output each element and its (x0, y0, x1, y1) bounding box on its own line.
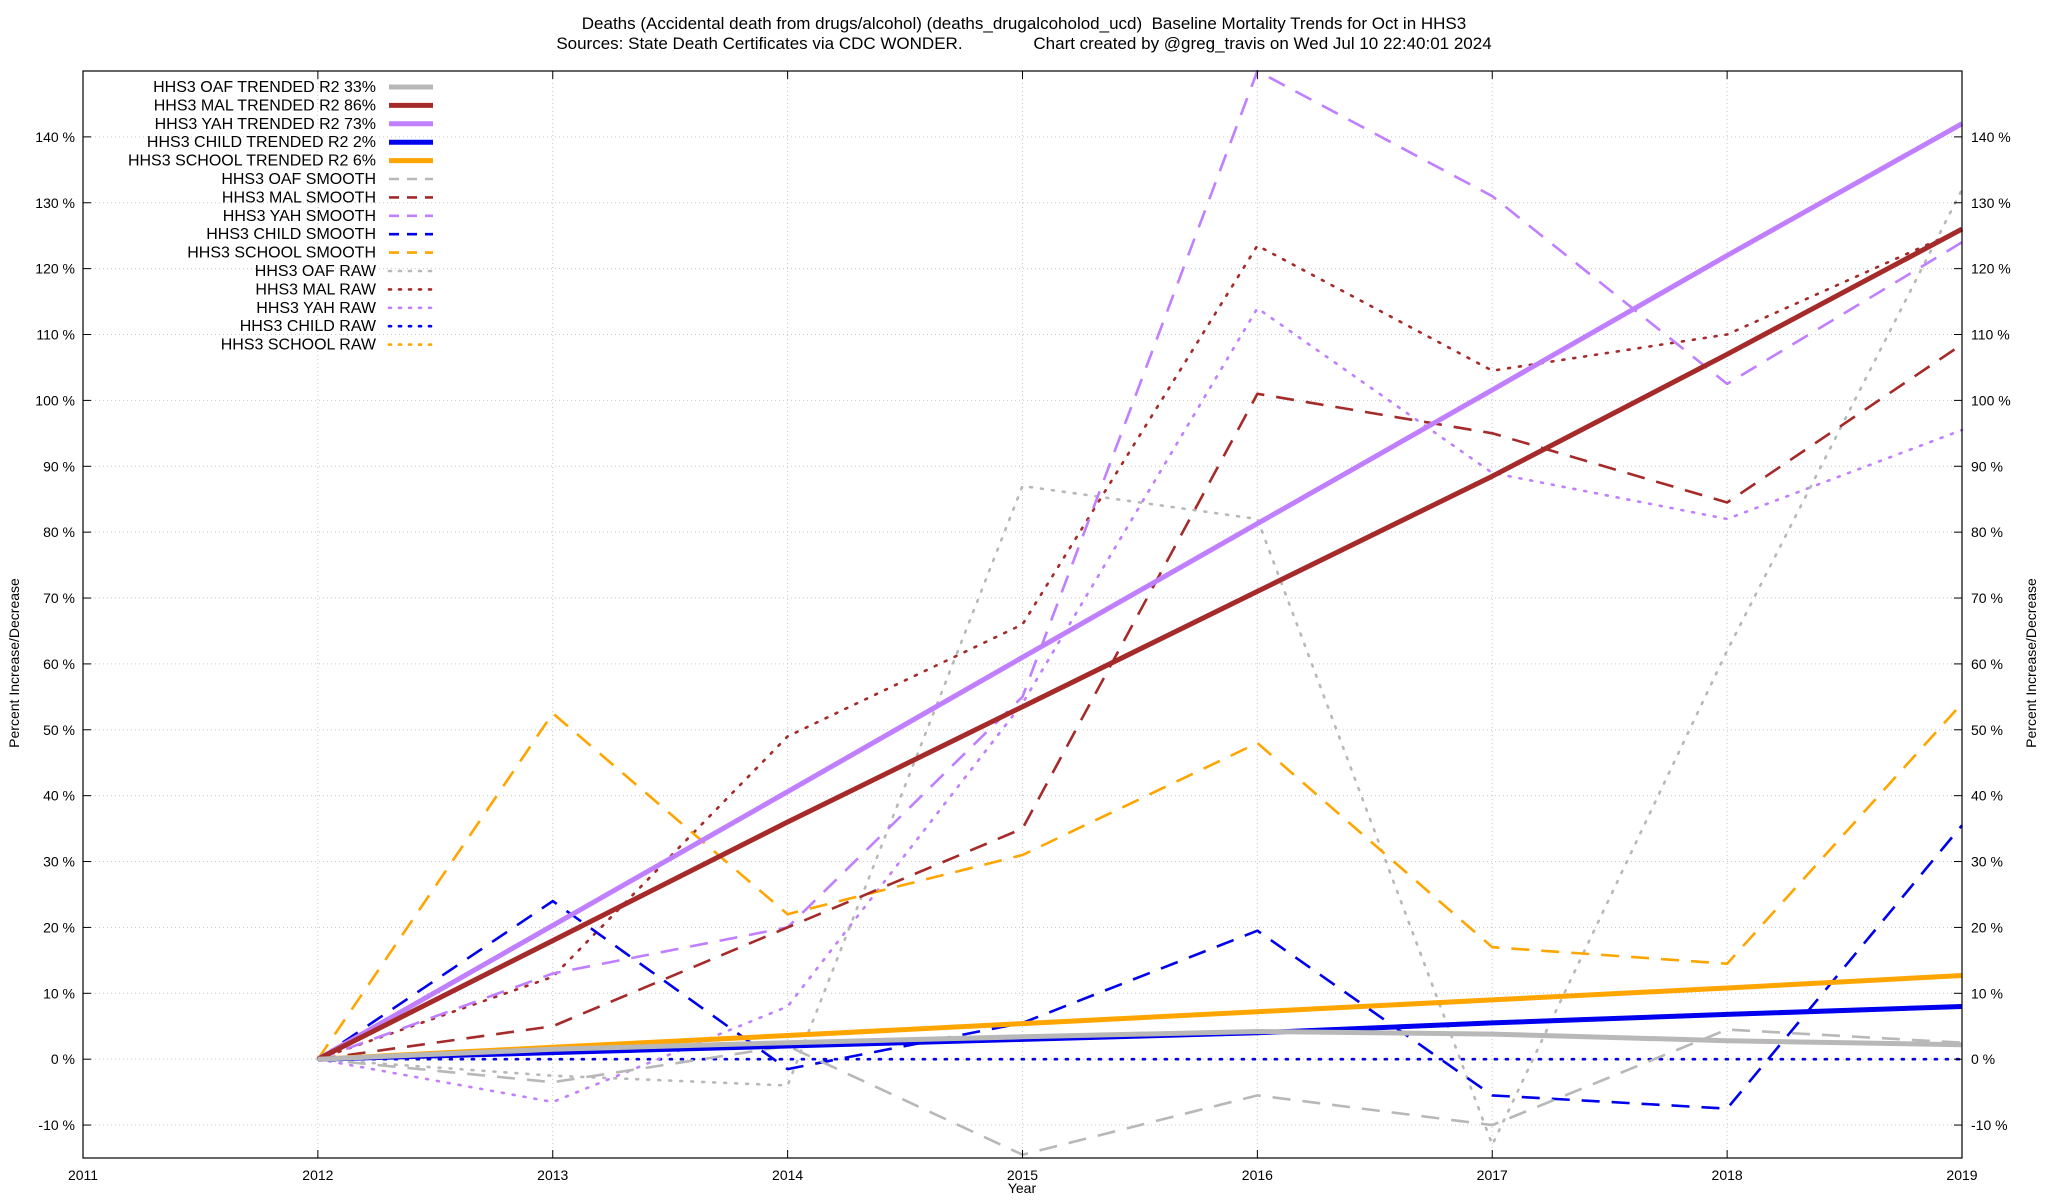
y-tick-label-right: 110 % (1971, 327, 2010, 343)
series-line-9 (317, 824, 1964, 1110)
legend-label: HHS3 MAL SMOOTH (222, 189, 376, 206)
x-tick-label: 2018 (1712, 1167, 1743, 1183)
legend-label: HHS3 MAL TRENDED R2 86% (154, 97, 376, 114)
series-line-5 (317, 973, 1963, 1062)
chart-title: Deaths (Accidental death from drugs/alco… (581, 14, 1467, 33)
series-line-6 (317, 1028, 1963, 1156)
x-tick-label: 2012 (302, 1167, 333, 1183)
series-line-12 (316, 227, 1964, 1061)
series-line-8 (317, 69, 1963, 1061)
y-tick-label-right: 120 % (1971, 261, 2011, 277)
y-tick-label-right: 10 % (1971, 985, 2003, 1001)
axis-ticks: 2011 2012 2013 2014 2015 2016 2017 2018 2019 -10 … (35, 71, 2011, 1183)
y-tick-label-left: 50 % (43, 722, 75, 738)
y-tick-label-right: 140 % (1971, 129, 2011, 145)
y-tick-label-right: 70 % (1971, 590, 2003, 606)
series-line-11 (316, 188, 1964, 1147)
chart-subtitle: Sources: State Death Certificates via CD… (556, 34, 1492, 53)
y2-axis-label: Percent Increase/Decrease (2023, 578, 2039, 748)
y-tick-label-left: -10 % (38, 1117, 75, 1133)
y-tick-label-left: 40 % (43, 788, 75, 804)
y-tick-label-left: 120 % (35, 261, 75, 277)
y-axis-label: Percent Increase/Decrease (6, 578, 22, 748)
x-tick-label: 2015 (1007, 1167, 1038, 1183)
y-tick-label-right: 40 % (1971, 788, 2003, 804)
legend-label: HHS3 OAF TRENDED R2 33% (153, 79, 376, 96)
series-line-1 (317, 1029, 1963, 1062)
x-tick-label: 2014 (772, 1167, 803, 1183)
y-tick-label-left: 30 % (43, 854, 75, 870)
y-tick-label-left: 80 % (43, 524, 75, 540)
x-tick-label: 2013 (537, 1167, 568, 1183)
legend-label: HHS3 SCHOOL RAW (221, 337, 377, 354)
y-tick-label-left: 130 % (35, 195, 75, 211)
y-tick-label-right: 60 % (1971, 656, 2003, 672)
y-tick-label-right: 20 % (1971, 919, 2003, 935)
x-axis-label: Year (1008, 1180, 1037, 1196)
legend-label: HHS3 YAH RAW (256, 300, 377, 317)
x-tick-label: 2019 (1946, 1167, 1977, 1183)
y-tick-label-left: 10 % (43, 985, 75, 1001)
y-tick-label-right: 0 % (1971, 1051, 1995, 1067)
y-tick-label-left: 140 % (35, 129, 75, 145)
x-tick-label: 2017 (1477, 1167, 1508, 1183)
y-tick-label-left: 60 % (43, 656, 75, 672)
legend-label: HHS3 CHILD SMOOTH (206, 226, 376, 243)
legend-label: HHS3 SCHOOL TRENDED R2 6% (128, 153, 376, 170)
legend-label: HHS3 YAH TRENDED R2 73% (155, 116, 376, 133)
legend-label: HHS3 CHILD TRENDED R2 2% (147, 134, 376, 151)
y-tick-label-left: 0 % (51, 1051, 75, 1067)
y-tick-label-left: 100 % (35, 392, 75, 408)
y-tick-label-left: 90 % (43, 458, 75, 474)
y-tick-label-right: 30 % (1971, 854, 2003, 870)
legend-label: HHS3 OAF SMOOTH (221, 171, 376, 188)
y-tick-label-right: 50 % (1971, 722, 2003, 738)
y-tick-label-right: 90 % (1971, 458, 2003, 474)
y-tick-label-left: 110 % (36, 327, 75, 343)
series-line-3 (316, 121, 1964, 1062)
series-line-2 (316, 226, 1964, 1062)
legend-label: HHS3 MAL RAW (255, 281, 377, 298)
x-tick-label: 2011 (68, 1167, 98, 1183)
legend-label: HHS3 YAH SMOOTH (223, 208, 376, 225)
legend-label: HHS3 CHILD RAW (240, 318, 377, 335)
legend-label: HHS3 SCHOOL SMOOTH (187, 245, 376, 262)
y-tick-label-left: 20 % (43, 919, 75, 935)
series-layer (316, 69, 1964, 1156)
y-tick-label-right: 130 % (1971, 195, 2011, 211)
y-tick-label-right: 80 % (1971, 524, 2003, 540)
legend: HHS3 OAF TRENDED R2 33%HHS3 MAL TRENDED … (128, 79, 435, 354)
y-tick-label-right: 100 % (1971, 392, 2011, 408)
y-tick-label-left: 70 % (43, 590, 75, 606)
series-line-7 (317, 343, 1963, 1061)
series-line-10 (316, 702, 1963, 1060)
series-line-13 (316, 306, 1964, 1104)
x-tick-label: 2016 (1242, 1167, 1273, 1183)
legend-label: HHS3 OAF RAW (255, 263, 377, 280)
y-tick-label-right: -10 % (1971, 1117, 2008, 1133)
